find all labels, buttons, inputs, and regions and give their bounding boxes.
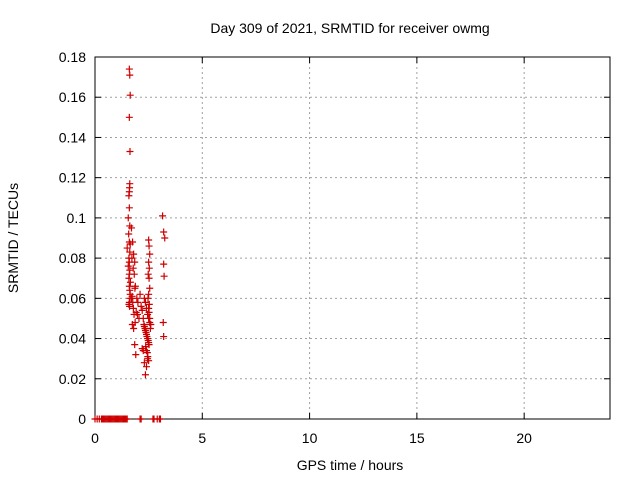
data-point — [160, 260, 168, 268]
y-axis-title: SRMTID / TECUs — [5, 183, 21, 293]
data-point — [146, 314, 154, 322]
grid-lines — [95, 57, 610, 419]
data-point — [130, 270, 138, 278]
x-tick-label: 10 — [302, 430, 318, 446]
data-point — [161, 234, 169, 242]
data-point — [130, 325, 138, 332]
data-point — [128, 292, 136, 300]
data-point — [146, 284, 154, 292]
data-point — [142, 329, 150, 337]
data-point — [125, 274, 133, 282]
data-point — [131, 284, 139, 292]
x-axis: 0 5 10 15 20 — [91, 57, 532, 446]
data-point — [145, 357, 153, 365]
data-point — [137, 415, 145, 423]
x-tick-label: 20 — [516, 430, 532, 446]
data-point — [129, 264, 137, 272]
data-point — [144, 337, 152, 345]
data-point — [141, 298, 149, 306]
data-point — [146, 250, 154, 258]
y-tick-label: 0.02 — [59, 371, 86, 387]
data-point — [136, 290, 144, 298]
data-point — [125, 230, 133, 238]
data-point — [124, 262, 132, 270]
data-point — [145, 236, 153, 244]
data-point — [143, 333, 151, 341]
data-point — [141, 371, 149, 379]
x-tick-label: 0 — [91, 430, 99, 446]
x-axis-title: GPS time / hours — [297, 457, 404, 473]
data-point — [126, 302, 134, 310]
data-point — [130, 250, 138, 258]
data-point — [145, 242, 153, 250]
data-point — [131, 341, 139, 349]
data-point — [125, 204, 133, 212]
data-point — [126, 91, 134, 99]
data-point — [132, 351, 140, 359]
data-point — [134, 298, 142, 306]
data-point — [159, 212, 167, 220]
data-point — [144, 353, 152, 361]
y-tick-label: 0.08 — [59, 250, 86, 266]
data-point — [160, 228, 168, 236]
data-point — [126, 248, 134, 256]
data-point — [125, 192, 133, 200]
y-tick-label: 0.16 — [59, 89, 86, 105]
x-tick-label: 15 — [409, 430, 425, 446]
data-point — [126, 278, 134, 286]
data-point — [124, 214, 132, 222]
data-point — [145, 290, 153, 298]
data-point — [125, 113, 133, 121]
data-point — [127, 224, 135, 232]
data-point — [125, 65, 133, 73]
data-point — [156, 415, 164, 423]
y-tick-label: 0.06 — [59, 290, 86, 306]
data-point — [128, 254, 136, 262]
y-tick-label: 0.04 — [59, 331, 86, 347]
data-point — [140, 320, 148, 328]
data-point — [145, 308, 153, 316]
data-point — [160, 333, 168, 341]
data-point — [145, 300, 153, 308]
data-point — [159, 318, 167, 326]
data-point — [126, 148, 134, 156]
data-point — [129, 304, 137, 312]
plot-frame — [94, 56, 611, 420]
data-point — [129, 238, 137, 246]
data-point — [160, 272, 168, 280]
y-tick-label: 0.18 — [59, 49, 86, 65]
y-tick-label: 0.14 — [59, 129, 86, 145]
data-point — [140, 359, 148, 367]
x-tick-label: 5 — [198, 430, 206, 446]
data-point — [144, 270, 152, 278]
data-point — [142, 343, 150, 351]
data-point — [144, 294, 152, 302]
data-point — [123, 415, 131, 423]
data-point — [123, 244, 131, 252]
data-point — [126, 71, 134, 79]
chart-title: Day 309 of 2021, SRMTID for receiver owm… — [210, 20, 489, 36]
data-points — [91, 65, 169, 423]
data-point — [143, 363, 150, 371]
data-point — [145, 264, 153, 272]
y-tick-label: 0 — [78, 411, 86, 427]
data-point — [128, 320, 136, 328]
data-point — [138, 306, 146, 314]
data-point — [133, 294, 141, 302]
y-axis: 0 0.02 0.04 0.06 0.08 0.1 0.12 0.14 0.16 0.18 — [59, 49, 610, 427]
data-point — [145, 258, 153, 266]
y-tick-label: 0.1 — [67, 210, 87, 226]
y-tick-label: 0.12 — [59, 170, 86, 186]
data-point — [145, 274, 153, 282]
data-point — [131, 258, 139, 266]
data-point — [133, 310, 141, 318]
data-point — [146, 325, 154, 332]
data-point — [137, 302, 145, 310]
